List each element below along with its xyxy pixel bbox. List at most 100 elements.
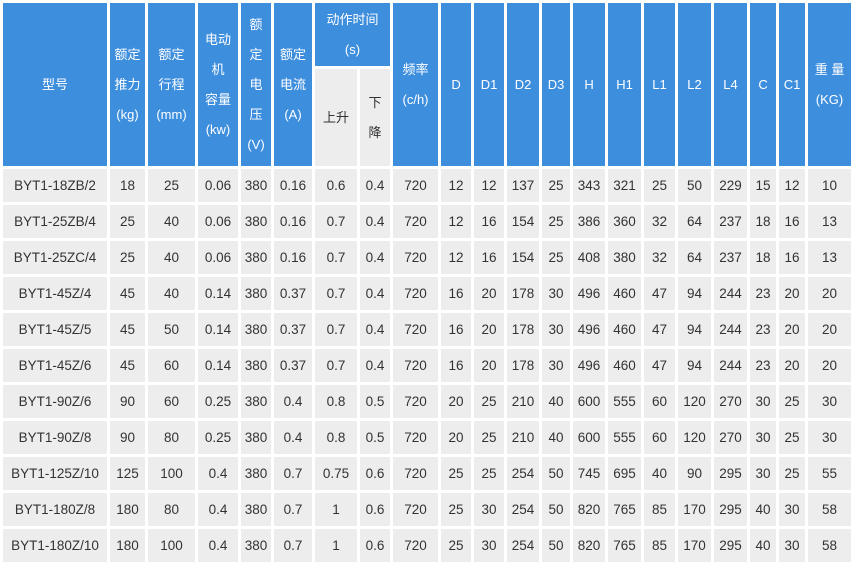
value-cell: 0.7 [315, 205, 357, 238]
value-cell: 0.5 [360, 385, 391, 418]
value-cell: 137 [507, 169, 540, 202]
model-cell: BYT1-25ZB/4 [3, 205, 107, 238]
value-cell: 25 [542, 169, 571, 202]
value-cell: 120 [678, 421, 712, 454]
col-header-d1: D1 [474, 3, 505, 166]
value-cell: 47 [644, 277, 676, 310]
value-cell: 254 [507, 529, 540, 562]
col-header-rated-thrust: 额定 推力 (kg) [110, 3, 145, 166]
col-header-weight: 重 量 (KG) [808, 3, 852, 166]
table-row: BYT1-90Z/8 90 80 0.25 380 0.4 0.8 0.5 720 20 25 210… [3, 421, 852, 454]
model-cell: BYT1-90Z/6 [3, 385, 107, 418]
value-cell: 1 [315, 529, 357, 562]
col-header-fall: 下 降 [360, 69, 391, 166]
value-cell: 18 [750, 205, 777, 238]
value-cell: 380 [241, 313, 271, 346]
table-row: BYT1-125Z/10 125 100 0.4 380 0.7 0.75 0.6 720 25 2… [3, 457, 852, 490]
value-cell: 12 [441, 169, 472, 202]
value-cell: 45 [110, 277, 145, 310]
value-cell: 380 [241, 385, 271, 418]
value-cell: 210 [507, 385, 540, 418]
value-cell: 80 [148, 493, 195, 526]
value-cell: 64 [678, 205, 712, 238]
value-cell: 720 [393, 421, 439, 454]
col-header-rated-voltage: 额 定 电 压 (V) [241, 3, 271, 166]
value-cell: 0.06 [198, 169, 238, 202]
value-cell: 765 [608, 493, 642, 526]
value-cell: 30 [474, 529, 505, 562]
value-cell: 0.37 [274, 349, 312, 382]
value-cell: 25 [542, 205, 571, 238]
value-cell: 50 [678, 169, 712, 202]
header-row-sub: 上升 下 降 [3, 69, 851, 166]
header-row-top: 型号 额定 推力 (kg) 额定 行程 (mm) 电动 机 容量 (kw) 额 … [3, 3, 852, 166]
value-cell: 16 [779, 205, 806, 238]
value-cell: 45 [110, 349, 145, 382]
value-cell: 45 [110, 313, 145, 346]
col-header-l1: L1 [644, 3, 676, 166]
value-cell: 30 [808, 385, 852, 418]
value-cell: 13 [808, 241, 852, 274]
value-cell: 50 [542, 457, 571, 490]
value-cell: 23 [750, 349, 777, 382]
value-cell: 0.7 [315, 241, 357, 274]
table-row: BYT1-45Z/4 45 40 0.14 380 0.37 0.7 0.4 720 16 20 17… [3, 277, 852, 310]
value-cell: 0.5 [360, 421, 391, 454]
value-cell: 20 [441, 421, 472, 454]
value-cell: 25 [779, 457, 806, 490]
value-cell: 40 [148, 205, 195, 238]
value-cell: 0.4 [274, 385, 312, 418]
value-cell: 0.25 [198, 421, 238, 454]
value-cell: 58 [808, 529, 852, 562]
col-header-d: D [441, 3, 472, 166]
value-cell: 30 [542, 313, 571, 346]
value-cell: 0.16 [274, 169, 312, 202]
value-cell: 25 [148, 169, 195, 202]
value-cell: 0.4 [198, 493, 238, 526]
col-header-rated-stroke: 额定 行程 (mm) [148, 3, 195, 166]
value-cell: 60 [644, 421, 676, 454]
model-cell: BYT1-180Z/10 [3, 529, 107, 562]
value-cell: 380 [241, 421, 271, 454]
value-cell: 20 [474, 313, 505, 346]
table-row: BYT1-18ZB/2 18 25 0.06 380 0.16 0.6 0.4 720 12 12 1… [3, 169, 852, 202]
value-cell: 0.4 [274, 421, 312, 454]
model-cell: BYT1-45Z/5 [3, 313, 107, 346]
value-cell: 30 [750, 421, 777, 454]
value-cell: 20 [808, 349, 852, 382]
value-cell: 18 [750, 241, 777, 274]
value-cell: 380 [608, 241, 642, 274]
value-cell: 16 [441, 313, 472, 346]
value-cell: 0.7 [315, 349, 357, 382]
value-cell: 180 [110, 529, 145, 562]
value-cell: 80 [148, 421, 195, 454]
value-cell: 460 [608, 313, 642, 346]
value-cell: 16 [474, 205, 505, 238]
value-cell: 25 [441, 457, 472, 490]
value-cell: 0.4 [360, 277, 391, 310]
value-cell: 380 [241, 169, 271, 202]
table-row: BYT1-45Z/5 45 50 0.14 380 0.37 0.7 0.4 720 16 20 17… [3, 313, 852, 346]
value-cell: 0.06 [198, 241, 238, 274]
model-cell: BYT1-90Z/8 [3, 421, 107, 454]
value-cell: 0.4 [360, 313, 391, 346]
value-cell: 40 [148, 241, 195, 274]
table-header: 型号 额定 推力 (kg) 额定 行程 (mm) 电动 机 容量 (kw) 额 … [3, 3, 852, 166]
value-cell: 12 [441, 241, 472, 274]
value-cell: 600 [573, 385, 606, 418]
col-header-c1: C1 [779, 3, 806, 166]
value-cell: 12 [474, 169, 505, 202]
value-cell: 720 [393, 385, 439, 418]
value-cell: 0.7 [274, 457, 312, 490]
value-cell: 720 [393, 313, 439, 346]
value-cell: 47 [644, 349, 676, 382]
value-cell: 30 [542, 277, 571, 310]
value-cell: 30 [779, 493, 806, 526]
value-cell: 295 [714, 529, 748, 562]
value-cell: 720 [393, 241, 439, 274]
value-cell: 18 [110, 169, 145, 202]
value-cell: 0.14 [198, 277, 238, 310]
value-cell: 745 [573, 457, 606, 490]
value-cell: 23 [750, 277, 777, 310]
